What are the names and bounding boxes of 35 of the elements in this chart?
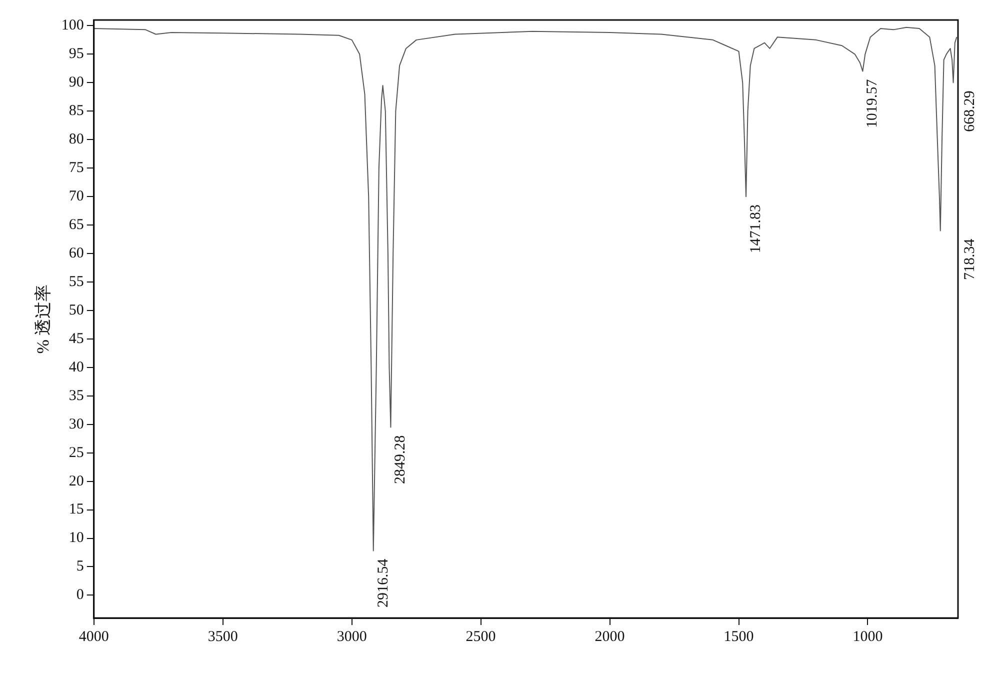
y-tick-label: 40	[68, 359, 84, 376]
y-tick-label: 30	[68, 416, 84, 432]
x-tick-label: 2500	[466, 628, 496, 645]
y-tick-label: 80	[68, 132, 84, 148]
annotation: 718.34	[962, 238, 978, 280]
y-tick-label: 35	[68, 388, 84, 404]
annotation: 668.29	[962, 90, 978, 132]
y-tick-label: 75	[68, 160, 84, 176]
annotation: 2916.54	[375, 558, 392, 608]
annotation: 1471.83	[748, 204, 764, 254]
x-tick-label: 3500	[208, 628, 238, 645]
annotation: 1019.57	[864, 78, 881, 128]
y-tick-label: 85	[68, 103, 84, 120]
y-tick-label: 95	[68, 46, 84, 62]
y-tick-label: 55	[68, 274, 84, 290]
x-tick-label: 2000	[594, 628, 625, 645]
y-tick-label: 50	[68, 302, 84, 318]
y-tick-label: 10	[68, 530, 84, 546]
y-tick-label: 5	[76, 558, 84, 575]
y-axis-title: % 透过率	[34, 284, 53, 354]
y-tick-label: 60	[68, 245, 84, 262]
y-tick-label: 90	[68, 74, 84, 91]
y-tick-label: 100	[61, 18, 84, 34]
y-tick-label: 70	[68, 188, 84, 204]
y-tick-label: 20	[68, 473, 84, 490]
x-tick-label: 4000	[78, 628, 109, 645]
annotation: 2849.28	[392, 435, 409, 484]
y-tick-label: 65	[68, 216, 84, 233]
x-tick-label: 3000	[336, 628, 367, 645]
x-tick-label: 1000	[852, 628, 883, 645]
y-tick-label: 25	[68, 444, 84, 461]
x-tick-label: 1500	[724, 628, 754, 645]
y-tick-label: 15	[68, 502, 84, 518]
y-tick-label: 0	[76, 587, 84, 604]
y-tick-label: 45	[68, 330, 84, 347]
